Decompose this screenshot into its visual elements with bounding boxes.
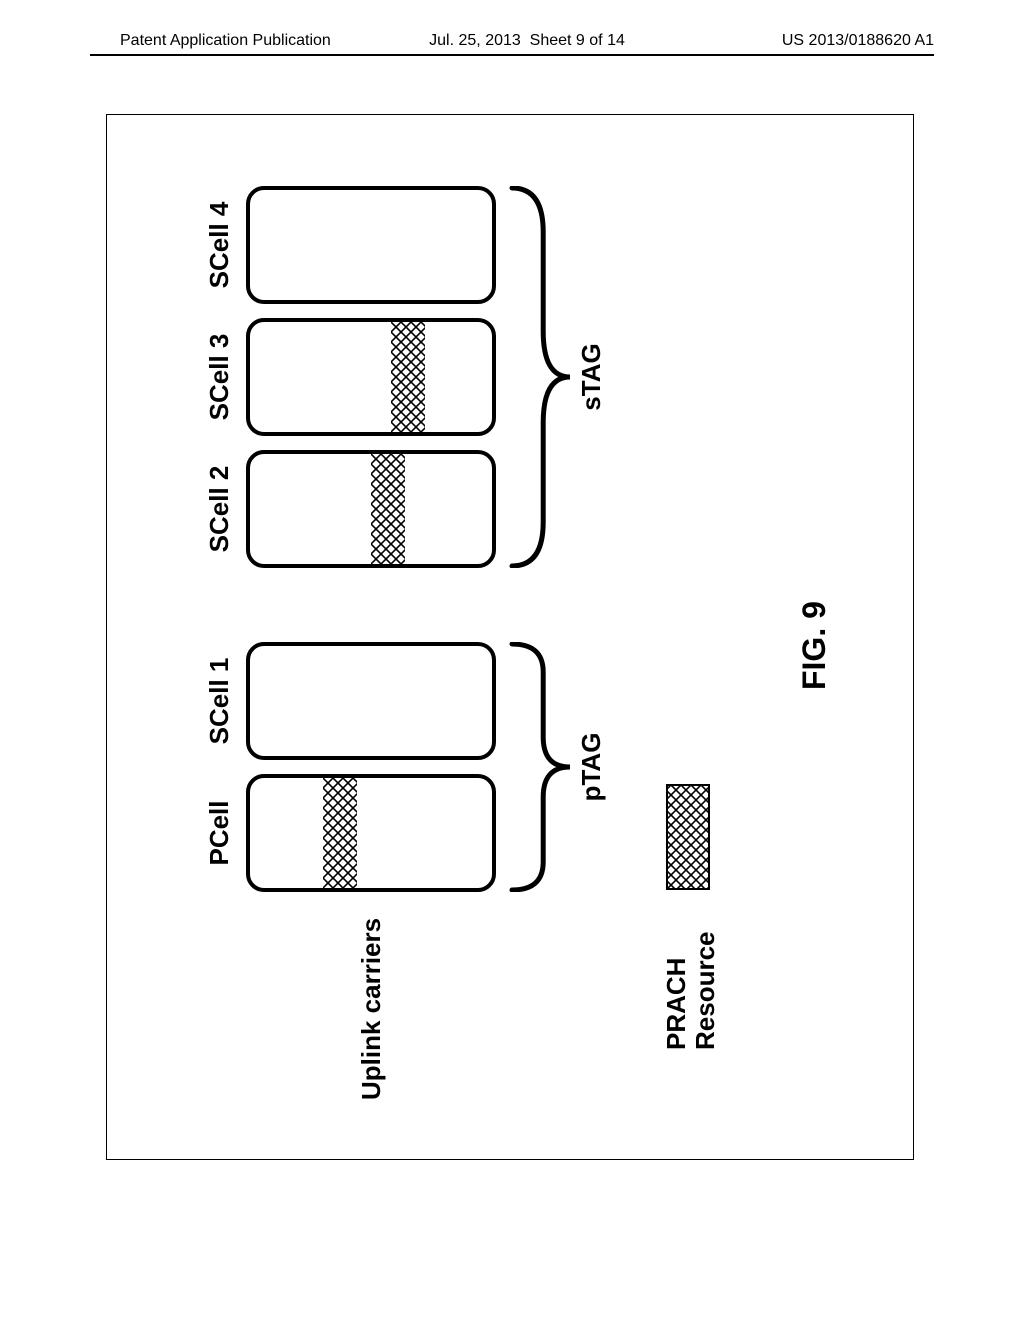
- cell-1: [246, 642, 496, 760]
- cell-label-4: SCell 4: [204, 186, 235, 304]
- legend-swatch: [666, 784, 710, 890]
- cell-4: [246, 186, 496, 304]
- cell-label-2: SCell 2: [204, 450, 235, 568]
- group-label-0: pTAG: [576, 717, 607, 817]
- header-mid: Jul. 25, 2013 Sheet 9 of 14: [429, 32, 625, 50]
- cell-label-1: SCell 1: [204, 642, 235, 760]
- prach-band-2: [371, 454, 405, 564]
- page-header: Patent Application Publication Jul. 25, …: [0, 32, 1024, 50]
- prach-band-3: [391, 322, 425, 432]
- figure-canvas: Uplink carriers PCell SCell 1 SCell 2 SCel…: [106, 114, 914, 1160]
- figure-caption: FIG. 9: [796, 601, 833, 690]
- brace-1: [508, 186, 572, 568]
- cell-0: [246, 774, 496, 892]
- legend-label: PRACH Resource: [662, 932, 719, 1051]
- header-rule: [90, 54, 934, 56]
- brace-0: [508, 642, 572, 892]
- group-label-1: sTAG: [576, 327, 607, 427]
- header-left: Patent Application Publication: [120, 32, 429, 50]
- prach-band-0: [323, 778, 357, 888]
- cell-3: [246, 318, 496, 436]
- uplink-carriers-label: Uplink carriers: [356, 918, 387, 1100]
- header-right: US 2013/0188620 A1: [625, 32, 934, 50]
- cell-label-0: PCell: [204, 774, 235, 892]
- cell-label-3: SCell 3: [204, 318, 235, 436]
